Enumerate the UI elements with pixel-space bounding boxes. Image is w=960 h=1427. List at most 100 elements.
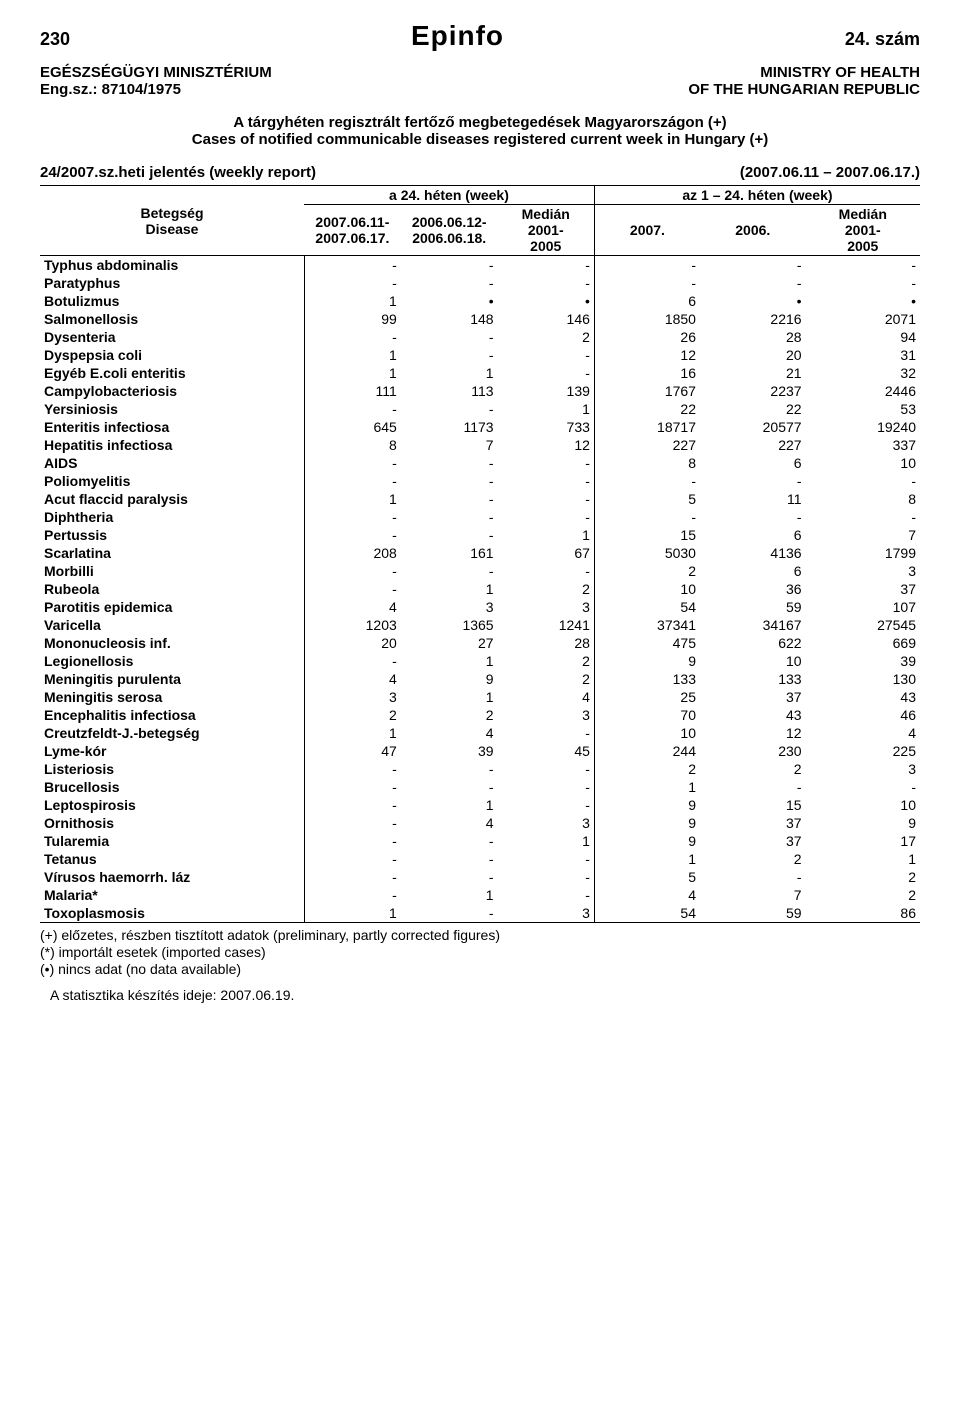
table-row: Hepatitis infectiosa8712227227337 — [40, 436, 920, 454]
value-cell: 9 — [594, 796, 700, 814]
value-cell: 39 — [806, 652, 920, 670]
value-cell: 11 — [700, 490, 806, 508]
disease-cell: Hepatitis infectiosa — [40, 436, 304, 454]
value-cell: 4136 — [700, 544, 806, 562]
logo-text: Epinfo — [411, 20, 504, 52]
value-cell: 8 — [594, 454, 700, 472]
reference-row: Eng.sz.: 87104/1975 OF THE HUNGARIAN REP… — [40, 81, 920, 98]
value-cell: 67 — [498, 544, 595, 562]
value-cell: - — [594, 274, 700, 292]
ref-left: Eng.sz.: 87104/1975 — [40, 81, 181, 98]
value-cell: 20 — [700, 346, 806, 364]
table-row: Poliomyelitis------ — [40, 472, 920, 490]
value-cell: - — [304, 652, 401, 670]
value-cell: 22 — [700, 400, 806, 418]
value-cell: - — [594, 472, 700, 490]
disease-cell: Acut flaccid paralysis — [40, 490, 304, 508]
table-row: Dysenteria--2262894 — [40, 328, 920, 346]
value-cell: 2446 — [806, 382, 920, 400]
footer-note-2: (*) importált esetek (imported cases) — [40, 944, 920, 960]
title-line-1: A tárgyhéten regisztrált fertőző megbete… — [40, 114, 920, 131]
table-row: Varicella120313651241373413416727545 — [40, 616, 920, 634]
ref-right: OF THE HUNGARIAN REPUBLIC — [688, 81, 920, 98]
value-cell: 1365 — [401, 616, 498, 634]
value-cell: 34167 — [700, 616, 806, 634]
value-cell: 25 — [594, 688, 700, 706]
table-row: Lyme-kór473945244230225 — [40, 742, 920, 760]
value-cell: - — [401, 454, 498, 472]
table-row: Vírusos haemorrh. láz---5-2 — [40, 868, 920, 886]
value-cell: 1 — [401, 796, 498, 814]
value-cell: 244 — [594, 742, 700, 760]
value-cell: 148 — [401, 310, 498, 328]
value-cell: 46 — [806, 706, 920, 724]
value-cell: 139 — [498, 382, 595, 400]
value-cell: 5 — [594, 868, 700, 886]
value-cell: 645 — [304, 418, 401, 436]
value-cell: 1 — [304, 490, 401, 508]
value-cell: - — [498, 850, 595, 868]
value-cell: 1850 — [594, 310, 700, 328]
th-disease-line2: Disease — [146, 221, 199, 237]
value-cell: - — [498, 364, 595, 382]
value-cell: - — [498, 778, 595, 796]
value-cell: 9 — [806, 814, 920, 832]
value-cell: 7 — [700, 886, 806, 904]
disease-cell: Botulizmus — [40, 292, 304, 310]
value-cell: 130 — [806, 670, 920, 688]
value-cell: - — [401, 400, 498, 418]
value-cell: 2237 — [700, 382, 806, 400]
value-cell: • — [498, 292, 595, 310]
disease-cell: Ornithosis — [40, 814, 304, 832]
th-group-b: az 1 – 24. héten (week) — [594, 186, 920, 205]
value-cell: 43 — [700, 706, 806, 724]
disease-cell: Encephalitis infectiosa — [40, 706, 304, 724]
value-cell: - — [401, 868, 498, 886]
disease-cell: Varicella — [40, 616, 304, 634]
value-cell: - — [304, 256, 401, 275]
table-row: Botulizmus1••6•• — [40, 292, 920, 310]
disease-cell: Diphtheria — [40, 508, 304, 526]
value-cell: 15 — [594, 526, 700, 544]
value-cell: 70 — [594, 706, 700, 724]
table-row: Morbilli---263 — [40, 562, 920, 580]
value-cell: - — [401, 832, 498, 850]
value-cell: 2 — [700, 760, 806, 778]
table-body: Typhus abdominalis------Paratyphus------… — [40, 256, 920, 923]
value-cell: 2 — [304, 706, 401, 724]
table-row: Campylobacteriosis111113139176722372446 — [40, 382, 920, 400]
disease-cell: Dyspepsia coli — [40, 346, 304, 364]
disease-cell: Creutzfeldt-J.-betegség — [40, 724, 304, 742]
value-cell: - — [401, 778, 498, 796]
disease-cell: Listeriosis — [40, 760, 304, 778]
disease-cell: Enteritis infectiosa — [40, 418, 304, 436]
value-cell: - — [304, 868, 401, 886]
value-cell: 1 — [401, 652, 498, 670]
disease-cell: Rubeola — [40, 580, 304, 598]
value-cell: - — [401, 562, 498, 580]
value-cell: - — [304, 400, 401, 418]
value-cell: 10 — [594, 580, 700, 598]
disease-cell: Legionellosis — [40, 652, 304, 670]
value-cell: 133 — [594, 670, 700, 688]
table-row: Toxoplasmosis1-3545986 — [40, 904, 920, 923]
disease-cell: Yersiniosis — [40, 400, 304, 418]
value-cell: 12 — [594, 346, 700, 364]
disease-cell: Poliomyelitis — [40, 472, 304, 490]
value-cell: - — [806, 778, 920, 796]
value-cell: 1173 — [401, 418, 498, 436]
value-cell: 1 — [594, 778, 700, 796]
disease-cell: Vírusos haemorrh. láz — [40, 868, 304, 886]
table-row: Yersiniosis--1222253 — [40, 400, 920, 418]
table-row: Typhus abdominalis------ — [40, 256, 920, 275]
disease-cell: Paratyphus — [40, 274, 304, 292]
value-cell: - — [401, 328, 498, 346]
value-cell: 22 — [594, 400, 700, 418]
value-cell: 99 — [304, 310, 401, 328]
value-cell: 3 — [498, 904, 595, 923]
value-cell: 59 — [700, 598, 806, 616]
value-cell: 4 — [594, 886, 700, 904]
value-cell: 227 — [700, 436, 806, 454]
value-cell: 9 — [594, 652, 700, 670]
value-cell: - — [498, 346, 595, 364]
